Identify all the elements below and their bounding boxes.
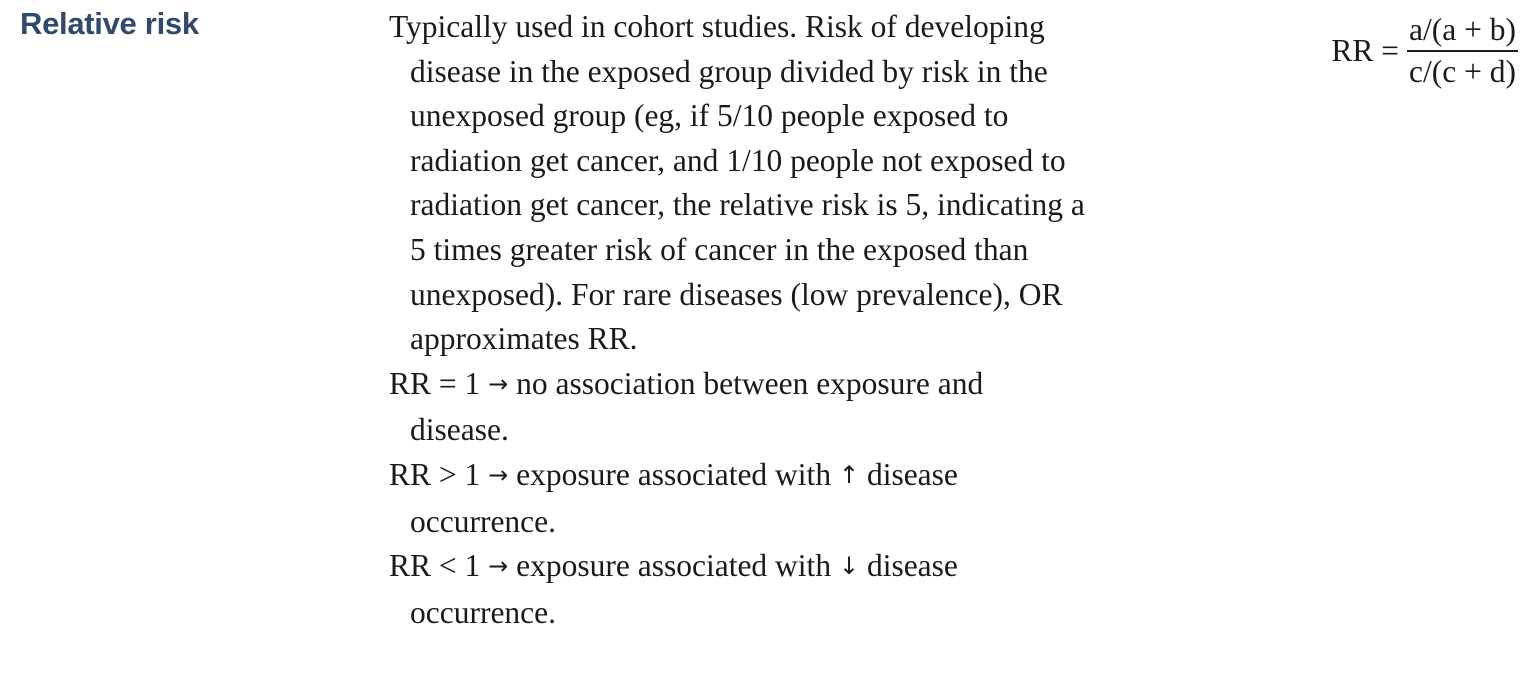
formula-lhs: RR = (1331, 33, 1400, 68)
right-arrow-icon: → (488, 369, 509, 398)
up-arrow-icon: ↑ (838, 460, 860, 489)
term-heading: Relative risk (20, 6, 199, 41)
description-block: Typically used in cohort studies. Risk o… (389, 5, 1089, 635)
rule-result: no association between exposure and dise… (410, 365, 984, 448)
right-arrow-icon: → (488, 552, 509, 581)
rule-result-prefix: exposure associated with (516, 548, 832, 584)
fraction-bar (1407, 50, 1518, 52)
rule-result-suffix: disease occurrence. (410, 548, 958, 630)
right-arrow-icon: → (488, 460, 509, 489)
rule-result-suffix: disease occurrence. (410, 456, 958, 539)
formula-fraction: a/(a + b) c/(c + d) (1407, 12, 1518, 90)
formula-denominator: c/(c + d) (1409, 54, 1516, 89)
rule-rr-less-1: RR < 1 → exposure associated with ↓ dise… (389, 544, 1089, 635)
rule-condition: RR = 1 (389, 365, 481, 401)
rule-condition: RR < 1 (389, 548, 481, 584)
down-arrow-icon: ↓ (838, 552, 860, 581)
formula-numerator: a/(a + b) (1409, 12, 1516, 47)
rule-condition: RR > 1 (389, 456, 481, 492)
rule-rr-equals-1: RR = 1 → no association between exposure… (389, 362, 1089, 453)
definition-paragraph: Typically used in cohort studies. Risk o… (389, 9, 1085, 357)
rule-rr-greater-1: RR > 1 → exposure associated with ↑ dise… (389, 453, 1089, 544)
rr-formula: RR = a/(a + b) c/(c + d) (1331, 12, 1518, 90)
rule-result-prefix: exposure associated with (516, 456, 832, 492)
